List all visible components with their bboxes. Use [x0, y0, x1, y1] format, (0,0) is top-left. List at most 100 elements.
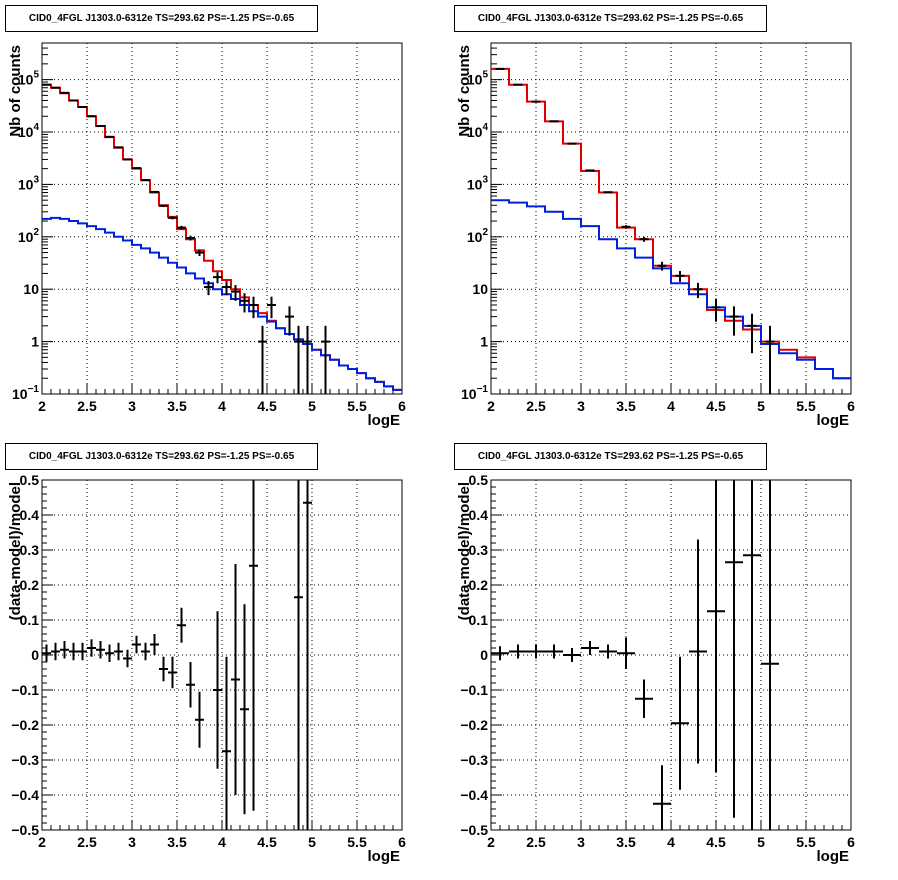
y-tick-label: −0.3 [11, 752, 39, 768]
data-point [186, 662, 195, 708]
data-point [69, 643, 78, 661]
data-point [604, 191, 613, 193]
x-tick-label: 4.5 [706, 834, 726, 850]
y-tick-label: −0.2 [11, 717, 39, 733]
x-tick-label: 5 [757, 398, 765, 414]
x-axis-title: logE [368, 848, 401, 865]
y-axis-title: (data-model)/model [456, 482, 473, 620]
data-point [114, 147, 123, 148]
data-point [213, 611, 222, 769]
y-tick-label: 1 [31, 334, 39, 350]
data-point [159, 657, 168, 682]
x-tick-label: 2 [487, 398, 495, 414]
data-point [123, 159, 132, 160]
data-point [42, 645, 51, 663]
y-tick-label: 0 [31, 647, 39, 663]
data-point [545, 645, 563, 659]
chart-title: CID0_4FGL J1303.0-6312e TS=293.62 PS=-1.… [454, 443, 767, 470]
x-tick-label: 4 [667, 834, 675, 850]
y-tick-label: 0 [480, 647, 488, 663]
data-point [222, 281, 231, 295]
x-axis-title: logE [817, 848, 850, 865]
data-point [114, 643, 123, 661]
x-tick-label: 2 [38, 398, 46, 414]
data-point [586, 170, 595, 171]
grid [42, 43, 402, 394]
data-point [527, 645, 545, 659]
x-tick-label: 4.5 [257, 834, 277, 850]
data-point [581, 641, 599, 655]
x-tick-label: 3 [577, 398, 585, 414]
x-tick-label: 4 [218, 398, 226, 414]
data-point [213, 272, 222, 283]
x-tick-label: 4 [667, 398, 675, 414]
grid [491, 480, 851, 830]
data-point [60, 641, 69, 659]
data-point [132, 636, 141, 654]
x-tick-label: 4.5 [706, 398, 726, 414]
chart-title: CID0_4FGL J1303.0-6312e TS=293.62 PS=-1.… [5, 5, 318, 32]
y-tick-label: −0.4 [460, 787, 488, 803]
data-point [78, 643, 87, 661]
x-axis-title: logE [368, 412, 401, 429]
data-point [743, 480, 761, 830]
data-point [267, 297, 276, 318]
y-tick-label: −0.4 [11, 787, 39, 803]
x-tick-label: 2 [487, 834, 495, 850]
x-tick-label: 2.5 [77, 398, 97, 414]
data-point [258, 326, 267, 394]
data-point [635, 680, 653, 719]
data-point [294, 326, 303, 394]
y-tick-label: 102 [18, 227, 40, 245]
data-point [240, 604, 249, 814]
chart-title: CID0_4FGL J1303.0-6312e TS=293.62 PS=-1.… [5, 443, 318, 470]
data-point [303, 326, 312, 394]
data-point [87, 639, 96, 657]
data-point [195, 692, 204, 748]
x-tick-label: 2.5 [526, 834, 546, 850]
data-point [159, 205, 168, 207]
data-point [689, 540, 707, 764]
data-point [141, 643, 150, 661]
data-point [617, 638, 635, 670]
grid [491, 43, 851, 394]
x-tick-label: 5.5 [796, 398, 816, 414]
data-point [141, 179, 150, 180]
x-tick-label: 5 [308, 834, 316, 850]
y-tick-label: 10−1 [12, 384, 39, 402]
y-tick-label: 102 [467, 227, 489, 245]
y-tick-label: −0.5 [11, 822, 39, 838]
x-tick-label: 4 [218, 834, 226, 850]
data-point [123, 650, 132, 668]
data-point [599, 645, 617, 659]
y-tick-label: 1 [480, 334, 488, 350]
data-point [132, 168, 141, 169]
x-tick-label: 5.5 [796, 834, 816, 850]
grid [42, 480, 402, 830]
x-tick-label: 5.5 [347, 398, 367, 414]
data-point [249, 297, 258, 318]
data-point [509, 645, 527, 659]
data-point [96, 641, 105, 659]
data-point [676, 271, 685, 282]
data-point [748, 314, 757, 353]
data-point [694, 283, 703, 298]
x-tick-label: 2 [38, 834, 46, 850]
y-tick-label: 103 [18, 174, 40, 192]
data-point [150, 634, 159, 655]
data-point [766, 326, 775, 394]
y-tick-label: −0.5 [460, 822, 488, 838]
chart-title: CID0_4FGL J1303.0-6312e TS=293.62 PS=-1.… [454, 5, 767, 32]
data-point [568, 143, 577, 144]
y-tick-label: 10 [23, 281, 39, 297]
data-point [240, 293, 249, 312]
x-tick-label: 4.5 [257, 398, 277, 414]
data-point [653, 765, 671, 830]
data-point [321, 326, 330, 394]
data-point [725, 480, 743, 818]
x-tick-label: 2.5 [526, 398, 546, 414]
x-tick-label: 3.5 [616, 398, 636, 414]
